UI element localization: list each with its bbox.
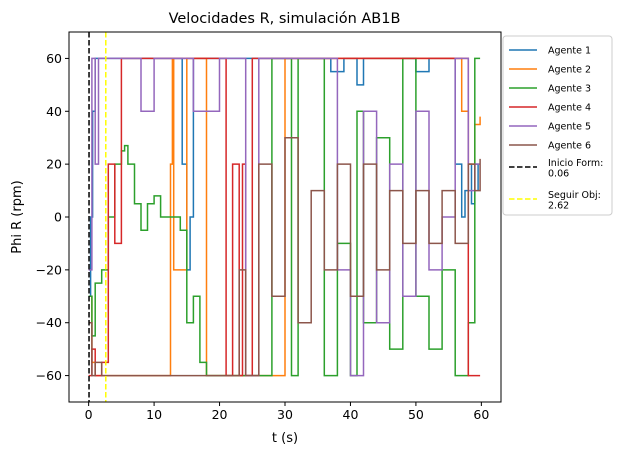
series-line-1	[88, 57, 479, 298]
y-tick-label: −20	[36, 262, 62, 277]
y-tick-label: 20	[46, 157, 62, 172]
legend-label-2: Agente 2	[548, 65, 591, 76]
x-ticks: 0 10 20 30 40 50 60	[85, 402, 489, 422]
x-tick-label: 10	[146, 407, 162, 422]
chart-title: Velocidades R, simulación AB1B	[169, 11, 401, 27]
y-axis-label: Phi R (rpm)	[10, 180, 25, 253]
y-tick-label: −40	[36, 315, 62, 330]
y-tick-label: 0	[54, 210, 62, 225]
y-tick-label: 40	[46, 104, 62, 119]
legend-label-3: Agente 3	[548, 84, 591, 95]
x-tick-label: 60	[473, 407, 489, 422]
x-tick-label: 20	[212, 407, 228, 422]
y-tick-label: −60	[36, 368, 62, 383]
legend-box	[502, 35, 613, 216]
legend-label-4: Agente 4	[548, 103, 591, 114]
series-line-6	[88, 136, 481, 377]
legend-label-5: Agente 5	[548, 122, 591, 133]
y-tick-label: 60	[46, 51, 62, 66]
y-ticks: −60 −40 −20 0 20 40 60	[36, 51, 69, 383]
x-tick-label: 0	[85, 407, 93, 422]
legend-label-1: Agente 1	[548, 46, 591, 57]
x-tick-label: 50	[408, 407, 424, 422]
x-axis-label: t (s)	[272, 431, 298, 446]
x-tick-label: 40	[343, 407, 359, 422]
legend-marker-label-1: Inicio Form: 0.06	[548, 158, 603, 179]
series-group	[88, 57, 481, 377]
marker-group	[88, 32, 107, 402]
x-tick-label: 30	[277, 407, 293, 422]
legend: Agente 1 Agente 2 Agente 3 Agente 4 Agente 5…	[502, 35, 613, 216]
legend-marker-label-2: Seguir Obj: 2.62	[548, 190, 601, 211]
legend-label-6: Agente 6	[548, 141, 591, 152]
